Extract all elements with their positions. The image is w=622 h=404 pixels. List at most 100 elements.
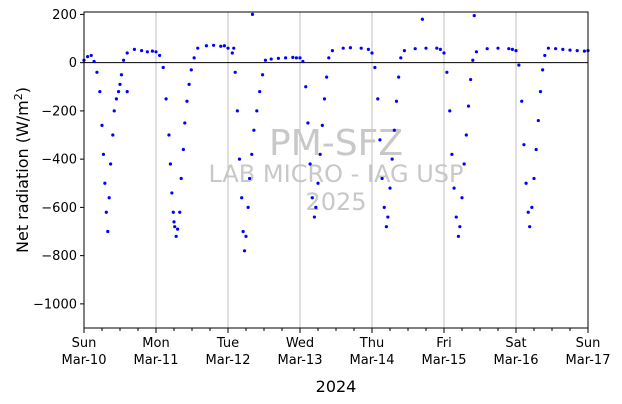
watermark-line1: PM-SFZ [269,123,403,164]
data-point-0-40 [185,99,189,103]
x-tick-day-7: Sun [576,336,601,351]
data-point-0-56 [242,249,247,253]
data-point-0-95 [382,205,386,209]
data-point-0-26 [158,53,162,58]
data-point-0-24 [150,49,154,53]
data-point-0-67 [276,56,280,60]
data-point-0-52 [235,109,239,113]
data-point-0-119 [464,133,468,137]
data-point-0-43 [192,56,196,60]
data-point-0-74 [306,121,310,125]
y-tick-label-5: −800 [41,249,77,264]
data-point-0-121 [469,77,473,82]
data-point-0-89 [366,47,370,51]
data-point-0-120 [466,104,471,108]
data-point-0-78 [314,205,318,209]
x-tick-day-6: Sat [505,336,526,351]
data-point-0-94 [380,176,384,181]
data-point-0-68 [284,56,288,60]
data-point-0-14 [112,109,116,113]
data-point-0-70 [294,56,298,60]
data-point-0-76 [310,196,314,200]
data-point-0-111 [448,109,452,113]
data-point-0-55 [241,229,245,234]
data-point-0-12 [109,162,113,166]
x-tick-day-3: Wed [286,336,314,351]
data-point-0-7 [101,152,106,156]
data-point-0-54 [240,196,244,200]
data-point-0-132 [524,181,528,185]
data-point-0-147 [582,49,587,53]
data-point-0-87 [348,46,352,50]
y-axis-ticks: 200 0 −200 −400 −600 −800 −1000 [33,8,84,312]
data-point-0-105 [413,47,417,51]
data-point-0-69 [291,55,295,59]
data-point-0-91 [373,65,377,70]
data-point-0-72 [301,59,305,64]
data-point-0-15 [114,97,118,101]
data-point-0-144 [561,47,565,51]
data-point-0-112 [450,152,454,156]
x-tick-date-6: Mar-16 [494,353,539,368]
data-point-0-98 [388,186,392,190]
data-point-0-5 [98,90,102,94]
data-point-0-3 [92,59,96,64]
data-point-0-118 [462,162,466,166]
x-tick-date-0: Mar-10 [62,353,107,368]
data-point-0-4 [95,70,99,74]
data-point-0-135 [530,205,534,209]
data-point-0-29 [167,133,171,137]
data-point-0-51 [233,70,237,74]
data-point-0-133 [526,210,530,214]
data-point-0-84 [327,56,331,60]
data-point-0-142 [546,46,551,50]
data-points [82,12,590,253]
x-tick-day-2: Tue [216,336,239,351]
data-point-0-122 [471,58,475,62]
data-point-0-92 [376,97,380,101]
x-tick-date-3: Mar-13 [278,353,323,368]
data-point-0-114 [454,215,458,219]
data-point-0-104 [402,48,406,53]
watermark-line2: LAB MICRO - IAG USP [208,160,463,188]
data-point-0-96 [384,225,388,229]
data-point-0-154 [472,14,476,18]
data-point-0-27 [161,65,165,70]
data-point-0-117 [460,196,464,200]
y-tick-label-2: −200 [41,104,77,119]
data-point-0-60 [250,152,254,156]
data-point-0-90 [370,51,374,55]
data-point-0-108 [438,47,442,51]
y-tick-label-0: 200 [52,8,77,23]
data-point-0-146 [575,48,579,53]
data-point-0-109 [442,51,446,55]
data-point-0-30 [168,162,172,166]
x-tick-date-7: Mar-17 [566,353,611,368]
data-point-0-63 [258,90,262,94]
data-point-0-97 [386,215,390,219]
data-point-0-57 [244,234,248,238]
data-point-0-77 [312,215,316,219]
data-point-0-123 [474,50,478,54]
watermark-line3: 2025 [305,188,366,216]
data-point-0-127 [510,47,514,51]
data-point-0-143 [554,47,558,51]
data-point-0-134 [528,225,532,229]
data-point-0-141 [543,53,547,58]
y-tick-label-1: 0 [69,56,77,71]
data-point-0-138 [536,118,540,123]
data-point-0-131 [522,143,526,147]
data-point-0-9 [104,210,108,214]
data-point-0-93 [378,138,382,142]
data-point-0-116 [458,225,462,229]
x-axis-ticks: Sun Mar-10 Mon Mar-11 Tue Mar-12 Wed Mar-13 Thu M… [62,328,611,368]
data-point-0-1 [86,55,90,59]
data-point-0-140 [541,68,545,72]
data-point-0-79 [316,181,320,185]
y-axis-label-tail: ) [13,87,32,93]
data-point-0-8 [103,181,107,185]
data-point-0-44 [196,46,200,50]
data-point-0-149 [125,90,129,94]
data-point-0-88 [359,46,363,50]
